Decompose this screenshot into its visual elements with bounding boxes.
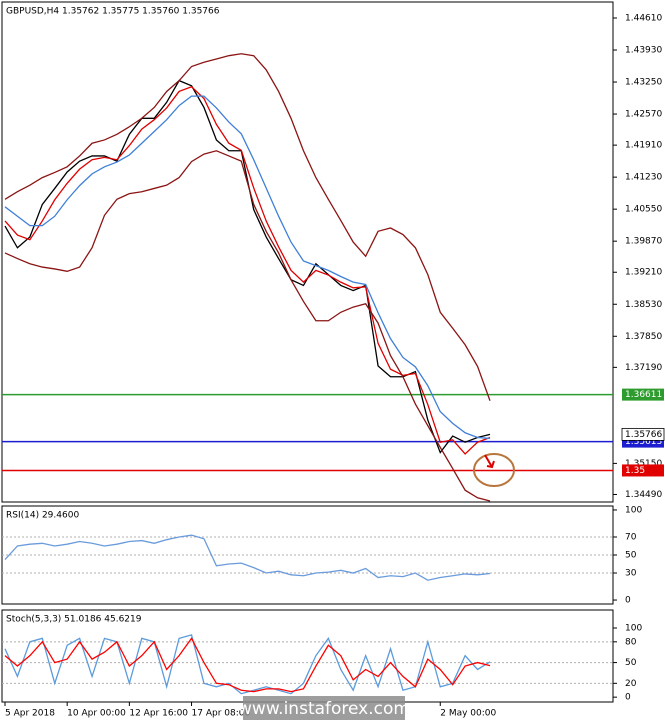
y-tick-label: 1.39210 [625, 268, 662, 278]
x-tick-label: 12 Apr 16:00 [129, 709, 188, 719]
y-tick-label: 1.35150 [625, 459, 662, 469]
y-tick-label: 1.40550 [625, 205, 662, 215]
y-tick-label: 0 [625, 596, 631, 606]
level-label-box [622, 464, 664, 477]
level-label-box [622, 388, 664, 401]
watermark-box [243, 696, 405, 720]
series-line [4, 85, 491, 455]
y-tick-label: 1.39870 [625, 237, 662, 247]
series-line [4, 637, 491, 693]
level-label: 1.35613 [625, 437, 662, 447]
y-tick-label: 1.38530 [625, 300, 662, 310]
y-tick-label: 1.43930 [625, 46, 662, 56]
x-tick-label: 17 Apr 08:00 [192, 709, 251, 719]
last-value-box [621, 427, 665, 441]
y-tick-label: 0 [625, 693, 631, 703]
highlight-circle [473, 453, 515, 487]
y-tick-label: 1.44610 [625, 14, 662, 24]
y-tick-label: 1.41230 [625, 173, 662, 183]
series-line [4, 534, 491, 581]
x-tick-label: 10 Apr 00:00 [67, 709, 126, 719]
y-tick-label: 1.34490 [625, 490, 662, 500]
arrow [484, 454, 495, 469]
series-line [4, 95, 491, 440]
y-tick-label: 50 [625, 658, 637, 668]
y-tick-label: 1.41910 [625, 141, 662, 151]
last-value-label: 1.35766 [625, 430, 662, 440]
level-label: 1.35 [625, 466, 645, 476]
series-line [4, 150, 491, 502]
series-line [4, 53, 491, 401]
panel-title: Stoch(5,3,3) 51.0186 45.6219 [6, 615, 142, 625]
panel-title: GBPUSD,H4 1.35762 1.35775 1.35760 1.3576… [6, 7, 220, 17]
y-tick-label: 50 [625, 551, 637, 561]
series-line [4, 634, 491, 695]
y-tick-label: 70 [625, 532, 637, 542]
level-label: 1.36611 [625, 390, 662, 400]
y-tick-label: 80 [625, 637, 637, 647]
y-tick-label: 20 [625, 679, 637, 689]
panel-title: RSI(14) 29.4600 [6, 511, 79, 521]
y-tick-label: 100 [625, 505, 642, 515]
panel-frame [1, 609, 614, 703]
y-tick-label: 1.42570 [625, 110, 662, 120]
y-tick-label: 1.37190 [625, 363, 662, 373]
x-tick-label: 2 May 00:00 [440, 709, 496, 719]
watermark: www.instaforex.com [238, 699, 410, 719]
y-tick-label: 100 [625, 623, 642, 633]
y-tick-label: 1.43250 [625, 78, 662, 88]
y-tick-label: 1.37850 [625, 332, 662, 342]
y-tick-label: 30 [625, 569, 637, 579]
panel-frame [1, 1, 614, 503]
x-tick-label: 5 Apr 2018 [5, 709, 55, 719]
